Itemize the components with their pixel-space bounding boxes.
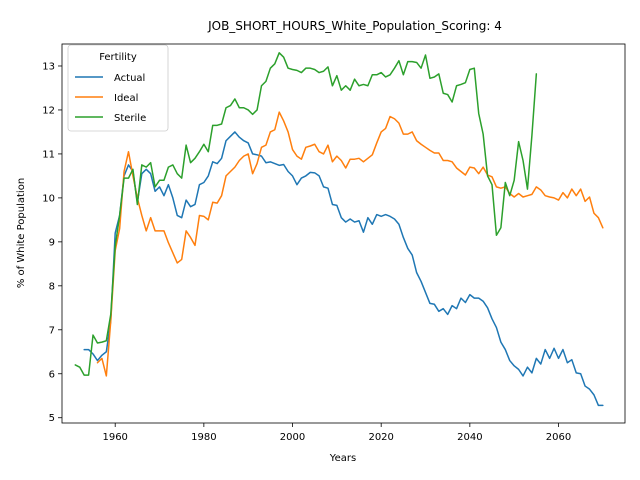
y-tick-label: 13 — [42, 61, 55, 72]
y-tick-label: 7 — [49, 325, 55, 336]
y-tick-label: 9 — [49, 237, 55, 248]
y-tick-label: 12 — [42, 105, 55, 116]
y-tick-label: 6 — [49, 369, 55, 380]
x-tick-label: 1980 — [191, 432, 216, 443]
series-line-ideal — [96, 111, 604, 377]
x-tick-label: 2000 — [280, 432, 305, 443]
y-axis-label: % of White Population — [16, 178, 27, 288]
legend-title: Fertility — [99, 52, 137, 63]
x-axis-label: Years — [329, 453, 356, 464]
legend-label-ideal: Ideal — [114, 93, 138, 104]
y-tick-label: 11 — [42, 149, 55, 160]
x-tick-label: 2020 — [368, 432, 393, 443]
x-tick-label: 2040 — [457, 432, 482, 443]
plot-frame — [61, 43, 626, 424]
chart-title: JOB_SHORT_HOURS_White_Population_Scoring… — [207, 19, 502, 33]
y-tick-label: 8 — [49, 281, 55, 292]
y-tick-label: 5 — [49, 413, 55, 424]
x-axis: 1960 1980 2000 2020 2040 2060 — [102, 423, 571, 443]
legend-label-actual: Actual — [114, 73, 145, 84]
x-tick-label: 1960 — [102, 432, 127, 443]
legend-label-sterile: Sterile — [114, 113, 146, 124]
plot-area — [74, 52, 604, 407]
y-tick-label: 10 — [42, 193, 55, 204]
y-axis: 5 6 7 8 9 10 11 12 13 — [42, 61, 62, 424]
series-line-sterile — [74, 52, 538, 376]
legend: Fertility Actual Ideal Sterile — [67, 44, 169, 132]
legend-box — [67, 44, 169, 132]
x-tick-label: 2060 — [546, 432, 571, 443]
series-line-actual — [83, 131, 604, 407]
